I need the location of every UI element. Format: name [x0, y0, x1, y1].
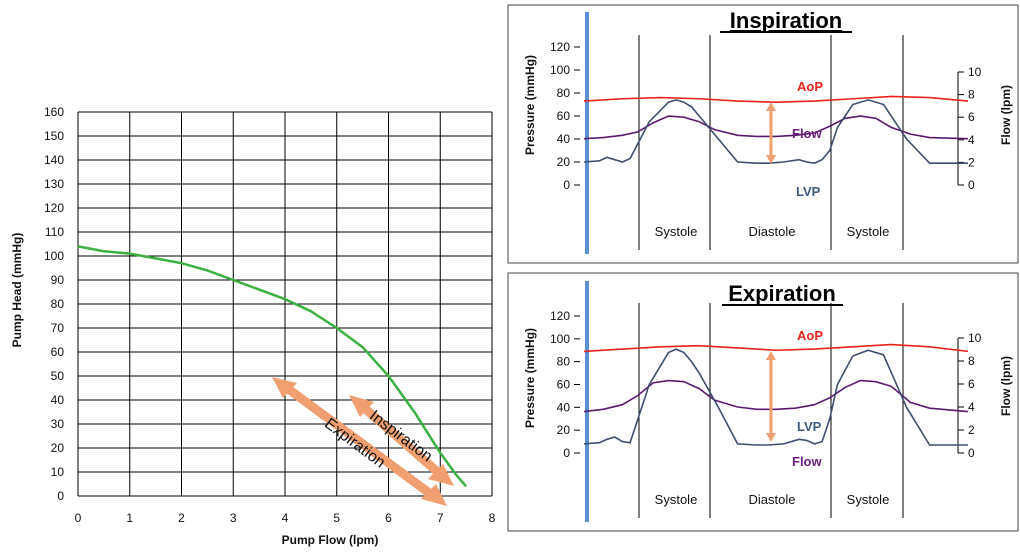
exp-right-tick-label: 6: [968, 377, 975, 391]
main-x-tick-label: 8: [489, 511, 496, 525]
insp-right-tick-label: 8: [968, 88, 975, 102]
exp-right-tick-label: 0: [968, 446, 975, 460]
main-y-tick-label: 90: [51, 273, 65, 287]
expiration-flow-label: Flow: [792, 454, 822, 469]
insp-right-tick-label: 2: [968, 155, 975, 169]
inspiration-flow-curve: [583, 115, 969, 140]
inspiration-panel-frame: [507, 4, 1019, 264]
main-y-tick-label: 80: [51, 297, 65, 311]
main-x-tick-label: 6: [385, 511, 392, 525]
insp-left-tick-label: 80: [557, 86, 571, 100]
inspiration-lvp-curve: [583, 99, 968, 164]
main-x-tick-label: 5: [333, 511, 340, 525]
inspiration-aop-label: AoP: [797, 79, 823, 94]
main-y-tick-label: 150: [44, 129, 64, 143]
insp-left-tick-label: 60: [557, 109, 571, 123]
inspiration-phase-systole-1: Systole: [655, 224, 698, 239]
main-y-tick-label: 0: [57, 489, 64, 503]
exp-right-tick-label: 8: [968, 354, 975, 368]
inspiration-pressure-gap-arrow: [766, 102, 776, 164]
expiration-lvp-curve: [583, 348, 968, 446]
insp-right-tick-label: 10: [968, 65, 982, 79]
insp-left-tick-label: 0: [563, 178, 570, 192]
main-y-tick-label: 60: [51, 345, 65, 359]
main-y-tick-label: 20: [51, 441, 65, 455]
expiration-phase-systole-1: Systole: [655, 492, 698, 507]
main-y-tick-label: 40: [51, 393, 65, 407]
exp-left-tick-label: 20: [557, 423, 571, 437]
main-y-tick-label: 70: [51, 321, 65, 335]
expiration-left-ticks: 0 20 40 60 80 100 120: [550, 309, 580, 460]
expiration-panel-title: Expiration: [728, 281, 836, 306]
main-x-tick-label: 1: [126, 511, 133, 525]
inspiration-panel: Inspiration 0 20 40 60 80 100 120 0 2 4 6 8 10 Pres…: [507, 4, 1019, 264]
inspiration-phase-systole-2: Systole: [847, 224, 890, 239]
expiration-arrow-head-start: [272, 377, 297, 398]
insp-right-tick-label: 0: [968, 178, 975, 192]
main-y-tick-label: 30: [51, 417, 65, 431]
main-y-tick-label: 160: [44, 105, 64, 119]
insp-right-tick-label: 6: [968, 110, 975, 124]
main-y-tick-label: 100: [44, 249, 64, 263]
inspiration-left-ticks: 0 20 40 60 80 100 120: [550, 40, 580, 192]
expiration-right-axis-title: Flow (lpm): [999, 356, 1013, 416]
expiration-phase-diastole: Diastole: [749, 492, 796, 507]
main-y-tick-label: 120: [44, 201, 64, 215]
expiration-panel: Expiration 0 20 40 60 80 100 120 0 2 4 6 8 10 Press…: [507, 272, 1019, 532]
main-x-ticks: 0 1 2 3 4 5 6 7 8: [75, 511, 496, 525]
main-x-tick-label: 2: [178, 511, 185, 525]
insp-left-tick-label: 100: [550, 63, 570, 77]
exp-left-tick-label: 60: [557, 378, 571, 392]
expiration-lvp-label: LVP: [797, 419, 822, 434]
inspiration-flow-label: Flow: [792, 126, 822, 141]
expiration-arrow: [272, 377, 447, 506]
main-x-tick-label: 0: [75, 511, 82, 525]
expiration-panel-frame: [507, 272, 1019, 532]
inspiration-arrow-head-start: [349, 395, 374, 417]
main-y-ticks: 0 10 20 30 40 50 60 70 80 90 100 110 120 130 140 150 160: [44, 105, 64, 503]
exp-left-tick-label: 80: [557, 355, 571, 369]
expiration-left-axis-title: Pressure (mmHg): [523, 328, 537, 428]
expiration-phase-systole-2: Systole: [847, 492, 890, 507]
inspiration-left-axis-title: Pressure (mmHg): [523, 55, 537, 155]
main-y-axis-title: Pump Head (mmHg): [10, 233, 24, 348]
inspiration-phase-diastole: Diastole: [749, 224, 796, 239]
main-x-tick-label: 4: [282, 511, 289, 525]
main-x-tick-label: 7: [437, 511, 444, 525]
main-x-axis-title: Pump Flow (lpm): [282, 533, 379, 547]
inspiration-lvp-label: LVP: [796, 184, 821, 199]
expiration-aop-curve: [583, 343, 969, 353]
exp-left-tick-label: 0: [563, 446, 570, 460]
main-y-tick-label: 110: [45, 225, 64, 239]
insp-left-tick-label: 20: [557, 155, 571, 169]
inspiration-aop-curve: [583, 95, 969, 104]
insp-left-tick-label: 40: [557, 132, 571, 146]
inspiration-arrow: [349, 395, 454, 486]
main-x-tick-label: 3: [230, 511, 237, 525]
exp-left-tick-label: 120: [550, 309, 570, 323]
expiration-arrow-head-end: [421, 484, 447, 506]
pump-curve-line: [77, 245, 468, 488]
exp-right-tick-label: 4: [968, 400, 975, 414]
expiration-pressure-gap-arrow: [766, 351, 776, 442]
inspiration-right-ticks: 0 2 4 6 8 10: [957, 65, 982, 192]
exp-right-tick-label: 10: [968, 331, 982, 345]
main-y-tick-label: 50: [51, 369, 65, 383]
expiration-right-ticks: 0 2 4 6 8 10: [957, 331, 982, 460]
main-y-tick-label: 140: [44, 153, 64, 167]
exp-left-tick-label: 100: [550, 332, 570, 346]
main-y-tick-label: 10: [51, 465, 65, 479]
exp-left-tick-label: 40: [557, 400, 571, 414]
inspiration-right-axis-title: Flow (lpm): [999, 85, 1013, 145]
expiration-flow-curve: [583, 379, 969, 413]
insp-right-tick-label: 4: [968, 133, 975, 147]
inspiration-panel-title: Inspiration: [730, 8, 842, 33]
expiration-aop-label: AoP: [797, 328, 823, 343]
inspiration-arrow-head-end: [428, 464, 454, 486]
main-y-tick-label: 130: [44, 177, 64, 191]
exp-right-tick-label: 2: [968, 423, 975, 437]
pump-curve-chart: 0102030405060708090100110120130140150160…: [10, 105, 496, 547]
insp-left-tick-label: 120: [550, 40, 570, 54]
